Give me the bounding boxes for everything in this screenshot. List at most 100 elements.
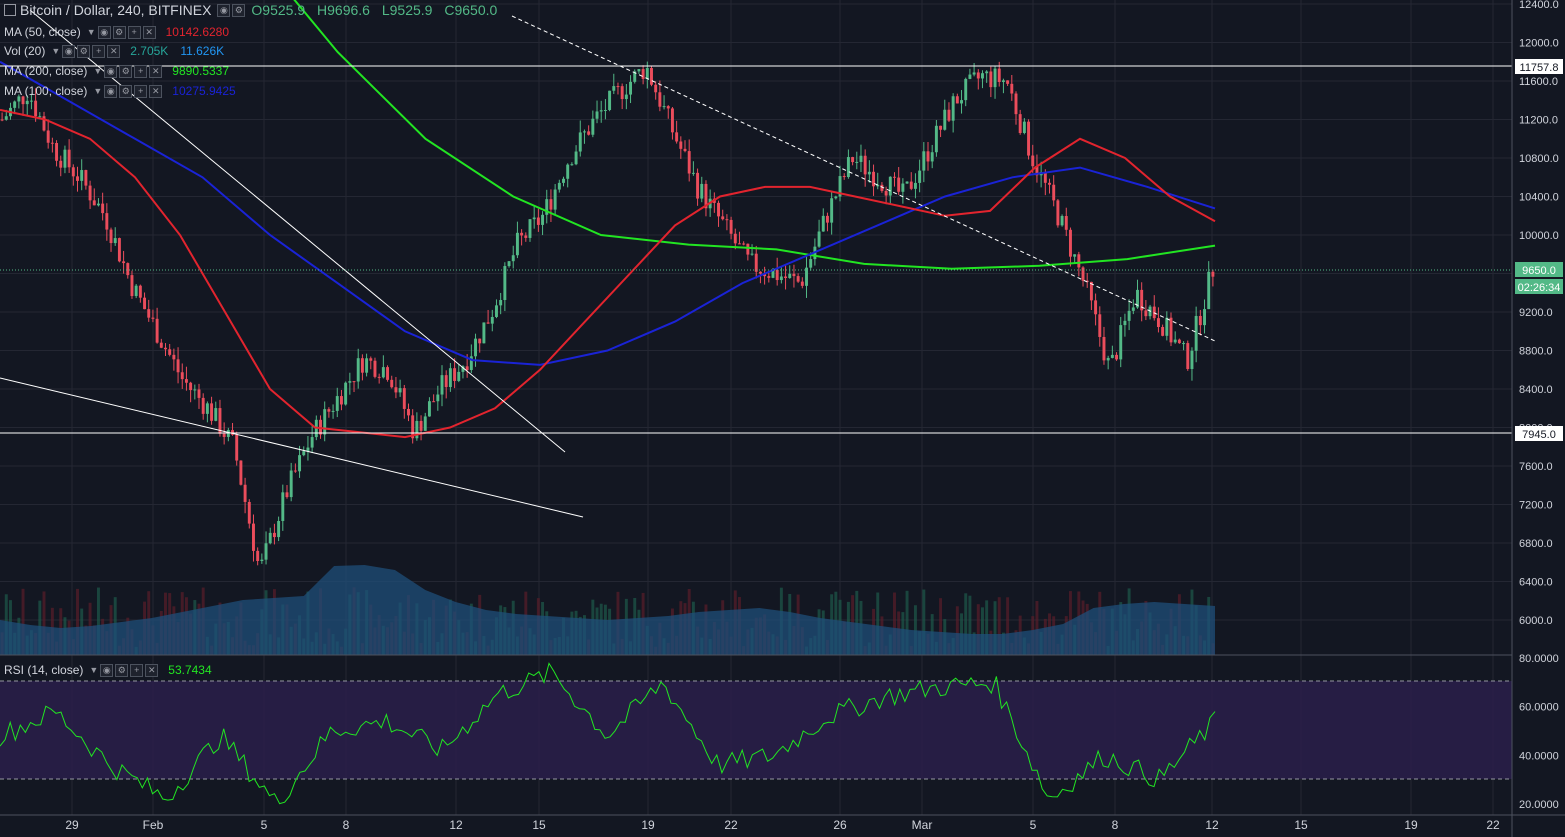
collapse-icon[interactable] (4, 4, 16, 16)
candle-body (478, 338, 482, 344)
price-labels: 11757.8 9650.0 02:26:34 7945.0 (1515, 59, 1563, 441)
time-axis[interactable]: 29 Feb 5 8 12 15 19 22 26 Mar 5 8 12 15 19 22 (65, 818, 1500, 832)
volume-bar (939, 598, 943, 655)
candle-body (101, 203, 105, 214)
indicator-value: 9890.5337 (172, 64, 230, 78)
candle-body (620, 86, 624, 100)
candle-body (373, 360, 377, 377)
candle-body (1198, 315, 1202, 326)
caret-down-icon[interactable]: ▼ (93, 86, 103, 96)
gear-icon[interactable]: ⚙ (115, 663, 129, 677)
eye-icon[interactable]: ◉ (62, 44, 76, 58)
gear-icon[interactable]: ⚙ (119, 84, 133, 98)
indicator-label[interactable]: MA (100, close) (4, 84, 88, 98)
volume-bar (964, 593, 968, 655)
rsi-tick-label: 80.0000 (1519, 653, 1559, 665)
caret-down-icon[interactable]: ▼ (89, 665, 99, 675)
caret-down-icon[interactable]: ▼ (51, 46, 61, 56)
candle-body (1110, 354, 1114, 358)
candle-body (574, 151, 578, 165)
caret-down-icon[interactable]: ▼ (86, 27, 96, 37)
symbol-title[interactable]: Bitcoin / Dollar, 240, BITFINEX (20, 2, 212, 18)
candle-body (398, 388, 402, 393)
candle-body (805, 267, 808, 286)
gear-icon[interactable]: ⚙ (232, 3, 246, 17)
candle-body (771, 269, 775, 278)
candle-body (901, 183, 905, 192)
price-axis[interactable]: 12400.0 12000.0 11600.0 11200.0 10800.0 10400… (1519, 0, 1559, 627)
time-tick-label: 8 (343, 818, 350, 832)
candle-body (1001, 80, 1005, 82)
indicator-row-ma50[interactable]: MA (50, close) ▼ ◉ ⚙ + ✕ 10142.6280 (4, 24, 229, 40)
candle-body (201, 397, 205, 414)
candle-body (474, 338, 477, 357)
candle-body (147, 309, 151, 318)
candle-body (411, 415, 415, 439)
gear-icon[interactable]: ⚙ (112, 25, 126, 39)
indicator-label[interactable]: MA (200, close) (4, 64, 88, 78)
trend-line-1[interactable] (29, 9, 566, 453)
rsi-legend-row[interactable]: RSI (14, close) ▼ ◉ ⚙ + ✕ 53.7434 (4, 662, 212, 678)
candle-body (981, 73, 984, 79)
eye-icon[interactable]: ◉ (104, 64, 118, 78)
trend-line-2[interactable] (0, 377, 584, 518)
candle-body (758, 271, 762, 274)
close-icon[interactable]: ✕ (107, 44, 121, 58)
volume-bar (955, 606, 959, 655)
eye-icon[interactable]: ◉ (97, 25, 111, 39)
indicator-label[interactable]: Vol (20) (4, 44, 46, 58)
plus-icon[interactable]: + (130, 663, 144, 677)
gear-icon[interactable]: ⚙ (119, 64, 133, 78)
time-tick-label: 15 (1294, 818, 1308, 832)
plus-icon[interactable]: + (92, 44, 106, 58)
candle-body (440, 375, 444, 395)
candle-body (243, 484, 247, 502)
candle-body (50, 142, 54, 144)
candle-body (461, 366, 465, 372)
eye-icon[interactable]: ◉ (100, 663, 114, 677)
candle-body (951, 96, 955, 121)
candle-body (704, 183, 708, 209)
close-icon[interactable]: ✕ (149, 84, 163, 98)
candle-body (968, 74, 972, 79)
caret-down-icon[interactable]: ▼ (93, 66, 103, 76)
candle-body (934, 125, 938, 153)
candle-body (1077, 254, 1081, 268)
indicator-row-vol[interactable]: Vol (20) ▼ ◉ ⚙ + ✕ 2.705K 11.626K (4, 43, 224, 59)
candle-body (1123, 320, 1127, 326)
time-tick-label: 8 (1112, 818, 1119, 832)
candle-body (616, 86, 620, 88)
candle-body (67, 149, 71, 168)
rsi-axis[interactable]: 80.0000 60.0000 40.0000 20.0000 (1519, 653, 1559, 811)
candle-body (532, 217, 536, 220)
candle-body (545, 199, 549, 215)
eye-icon[interactable]: ◉ (104, 84, 118, 98)
eye-icon[interactable]: ◉ (217, 3, 231, 17)
candle-body (888, 176, 892, 196)
dashed-trend-line[interactable] (511, 15, 1216, 342)
candle-body (809, 259, 813, 268)
candle-body (17, 96, 21, 102)
candle-body (587, 131, 591, 135)
indicator-label[interactable]: MA (50, close) (4, 25, 81, 39)
indicator-buttons: ◉ ⚙ + ✕ (62, 44, 121, 58)
candle-body (863, 155, 867, 175)
indicator-value: 10142.6280 (165, 25, 230, 39)
candle-body (289, 470, 293, 498)
candle-body (884, 190, 888, 196)
candle-body (670, 108, 674, 133)
plus-icon[interactable]: + (127, 25, 141, 39)
rsi-label[interactable]: RSI (14, close) (4, 663, 84, 677)
close-icon[interactable]: ✕ (149, 64, 163, 78)
time-tick-label: 12 (1205, 818, 1219, 832)
candle-body (897, 177, 901, 192)
indicator-row-ma100[interactable]: MA (100, close) ▼ ◉ ⚙ + ✕ 10275.9425 (4, 83, 236, 99)
plus-icon[interactable]: + (134, 84, 148, 98)
gear-icon[interactable]: ⚙ (77, 44, 91, 58)
close-icon[interactable]: ✕ (142, 25, 156, 39)
candle-body (453, 368, 457, 381)
close-icon[interactable]: ✕ (145, 663, 159, 677)
indicator-row-ma200[interactable]: MA (200, close) ▼ ◉ ⚙ + ✕ 9890.5337 (4, 63, 229, 79)
plus-icon[interactable]: + (134, 64, 148, 78)
